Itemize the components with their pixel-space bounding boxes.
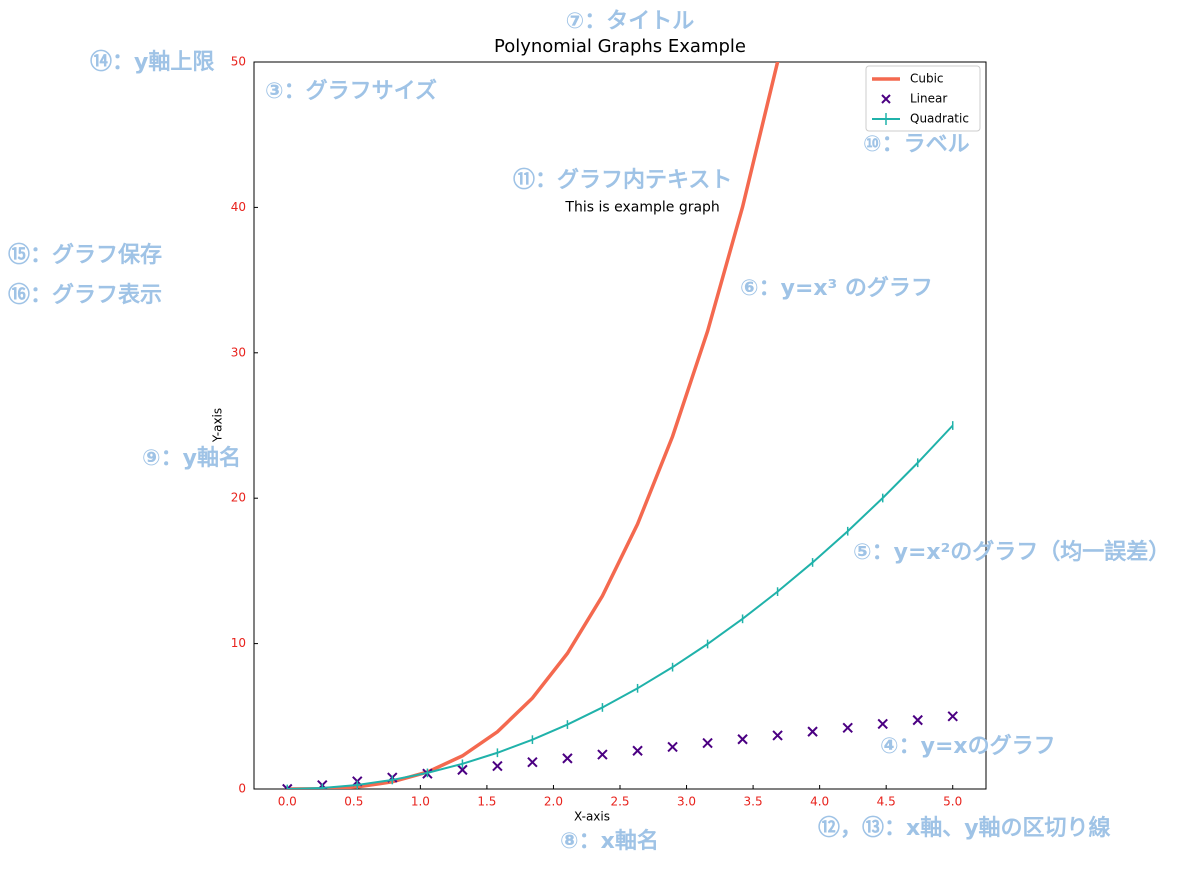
annotation: ⑤：y=x²のグラフ（均一誤差） <box>853 539 1170 565</box>
x-marker <box>842 722 853 733</box>
y-tick-label: 40 <box>231 200 246 214</box>
x-marker <box>562 753 573 764</box>
annotation: ⑩：ラベル <box>863 132 970 157</box>
legend-box <box>865 65 981 132</box>
x-tick-label: 1.5 <box>477 795 496 809</box>
y-tick-label: 0 <box>238 782 246 796</box>
annotation: ⑭：y軸上限 <box>90 49 214 75</box>
x-tick-label: 2.5 <box>610 795 629 809</box>
y-axis-label: Y-axis <box>211 408 225 443</box>
series-line <box>287 62 780 789</box>
x-marker <box>457 764 468 776</box>
y-tick-label: 30 <box>231 345 246 359</box>
annotation: ③：グラフサイズ <box>265 78 437 104</box>
x-tick-label: 0.0 <box>278 795 297 809</box>
x-tick-label: 4.0 <box>810 795 829 809</box>
annotation: ⑯：グラフ表示 <box>8 282 162 308</box>
x-marker <box>492 760 503 772</box>
annotation: ⑥：y=x³ のグラフ <box>740 275 933 301</box>
x-marker <box>772 730 783 741</box>
x-tick-label: 2.0 <box>544 795 563 809</box>
x-marker <box>527 757 538 768</box>
annotation: ⑨：y軸名 <box>142 445 241 471</box>
annotation: ⑮：グラフ保存 <box>8 242 162 268</box>
x-tick-label: 0.5 <box>344 795 363 809</box>
x-tick-label: 3.0 <box>677 795 696 809</box>
annotation: ⑧：x軸名 <box>560 828 659 854</box>
y-tick-label: 20 <box>231 491 246 505</box>
chart-title: Polynomial Graphs Example <box>494 36 746 57</box>
x-marker <box>597 749 608 760</box>
legend-label: Quadratic <box>910 112 969 126</box>
x-tick-label: 5.0 <box>943 795 962 809</box>
x-tick-label: 3.5 <box>744 795 763 809</box>
y-tick-label: 50 <box>231 55 246 69</box>
x-marker <box>807 726 818 737</box>
x-marker <box>877 718 888 730</box>
x-marker <box>737 734 748 745</box>
x-marker <box>632 745 643 756</box>
x-tick-label: 4.5 <box>877 795 896 809</box>
plot-text: This is example graph <box>564 199 719 215</box>
annotation: ④：y=xのグラフ <box>880 733 1056 759</box>
legend-label: Linear <box>910 92 947 106</box>
series-line <box>287 424 954 789</box>
x-marker <box>667 741 678 753</box>
x-marker <box>702 737 713 749</box>
y-tick-label: 10 <box>231 636 246 650</box>
plot-area <box>282 62 958 789</box>
annotation: ⑦：タイトル <box>566 9 695 34</box>
legend-label: Cubic <box>910 72 944 86</box>
x-marker <box>912 714 923 726</box>
legend-swatch <box>881 94 891 104</box>
x-axis-label: X-axis <box>574 810 610 824</box>
annotation: ⑪：グラフ内テキスト <box>513 167 732 193</box>
x-tick-label: 1.0 <box>411 795 430 809</box>
x-marker <box>282 783 293 789</box>
x-marker <box>947 711 958 722</box>
annotation: ⑫，⑬：x軸、y軸の区切り線 <box>818 815 1111 841</box>
